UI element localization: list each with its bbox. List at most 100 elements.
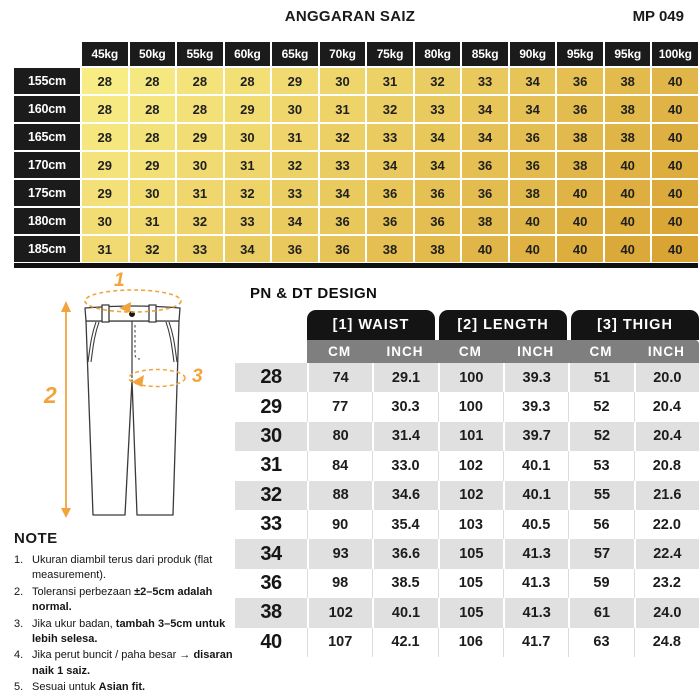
size-cell: 31: [129, 208, 176, 234]
measurement-value: 107: [307, 627, 372, 657]
measurement-value: 38.5: [372, 568, 437, 599]
note-text: Jika ukur badan, tambah 3–5cm untuk lebi…: [32, 617, 226, 645]
size-cell: 36: [414, 180, 461, 206]
diagram-label-waist: 1: [114, 270, 125, 291]
size-label: 40: [260, 630, 282, 653]
measurement-value: 22.4: [633, 539, 699, 569]
note-number: 5.: [14, 681, 24, 694]
height-header: 185cm: [14, 236, 80, 262]
measurement-value: 39.7: [503, 421, 568, 452]
size-cell: 38: [557, 152, 603, 178]
size-cell: 36: [462, 152, 508, 178]
thigh-ellipse: [128, 368, 186, 388]
measurement-table: [1] WAIST [2] LENGTH [3] THIGH CM INCH CM INC…: [235, 310, 699, 657]
measurement-row: 31 84 33.0 102 40.1 53 20.8: [235, 451, 699, 481]
thigh-arrowhead-icon: [132, 375, 144, 387]
size-cell: 36: [509, 152, 556, 178]
unit-header: CM: [589, 344, 613, 359]
unit-header: CM: [328, 344, 352, 359]
size-cell: 31: [367, 68, 413, 94]
note-text: Jika perut buncit / paha besar → disaran…: [32, 649, 233, 677]
measurement-row: 29 77 30.3 100 39.3 52 20.4: [235, 392, 699, 422]
measurement-value: 105: [437, 539, 503, 569]
size-cell: 36: [319, 236, 366, 262]
size-estimate-table: 45kg 50kg 55kg 60kg 65kg 70kg 75kg 80kg 85kg 90kg…: [14, 42, 698, 262]
size-cell: 40: [462, 236, 508, 262]
size-cell: 30: [319, 68, 366, 94]
height-header: 165cm: [14, 124, 80, 150]
measurement-value: 52: [568, 421, 633, 452]
unit-header: INCH: [517, 344, 555, 359]
measurement-value: 42.1: [372, 627, 437, 657]
measurement-value: 40.5: [503, 509, 568, 540]
size-cell: 34: [509, 96, 556, 122]
product-code: MP 049: [632, 8, 684, 25]
size-cell: 29: [272, 68, 318, 94]
size-cell: 28: [177, 68, 223, 94]
size-cell: 34: [367, 152, 413, 178]
size-cell: 36: [367, 208, 413, 234]
weight-header: 75kg: [367, 42, 413, 66]
belt-loop-right: [148, 304, 157, 323]
size-cell: 28: [82, 124, 128, 150]
weight-header: 50kg: [129, 42, 176, 66]
size-cell: 33: [272, 180, 318, 206]
measurement-value: 55: [568, 480, 633, 510]
measurement-value: 59: [568, 568, 633, 599]
measurement-row: 40 107 42.1 106 41.7 63 24.8: [235, 627, 699, 657]
measurement-value: 88: [307, 480, 372, 510]
size-cell: 29: [82, 180, 128, 206]
size-label: 31: [260, 454, 282, 477]
measurement-row: 36 98 38.5 105 41.3 59 23.2: [235, 568, 699, 599]
weight-header: 85kg: [462, 42, 508, 66]
pants-outline: [84, 304, 181, 516]
note-list: 1. Ukuran diambil terus dari produk (flat…: [14, 553, 242, 696]
measure-group-tab: [2] LENGTH: [439, 310, 567, 340]
measurement-value: 20.4: [633, 421, 699, 452]
size-cell: 29: [129, 152, 176, 178]
measurement-value: 41.3: [503, 539, 568, 569]
size-cell: 36: [509, 124, 556, 150]
size-cell: 28: [129, 96, 176, 122]
measure-group-tab: [1] WAIST: [307, 310, 435, 340]
size-cell: 36: [557, 96, 603, 122]
size-cell: 38: [604, 124, 651, 150]
size-cell: 28: [82, 68, 128, 94]
size-label: 36: [260, 571, 282, 594]
measurement-value: 106: [437, 627, 503, 657]
note-item: 5. Sesuai untuk Asian fit.: [14, 680, 242, 695]
size-cell: 40: [509, 236, 556, 262]
waist-ellipse: [84, 289, 182, 313]
measurement-value: 100: [437, 363, 503, 393]
size-cell: 38: [367, 236, 413, 262]
measure-group-tab: [3] THIGH: [571, 310, 699, 340]
size-cell: 29: [177, 124, 223, 150]
measurement-row: 33 90 35.4 103 40.5 56 22.0: [235, 509, 699, 540]
weight-header: 95kg: [604, 42, 651, 66]
size-cell: 30: [82, 208, 128, 234]
size-cell: 36: [414, 208, 461, 234]
size-cell: 28: [129, 124, 176, 150]
note-text: Toleransi perbezaan ±2–5cm adalah normal…: [32, 585, 213, 614]
size-cell: 40: [652, 152, 698, 178]
size-cell: 31: [224, 152, 271, 178]
weight-header: 65kg: [272, 42, 318, 66]
size-cell: 38: [509, 180, 556, 206]
measurement-row: 30 80 31.4 101 39.7 52 20.4: [235, 421, 699, 452]
measurement-value: 77: [307, 392, 372, 422]
measurement-value: 100: [437, 392, 503, 422]
note-item: 4. Jika perut buncit / paha besar → disar…: [14, 648, 242, 679]
measurement-value: 102: [307, 598, 372, 628]
weight-header: 70kg: [319, 42, 366, 66]
measurement-value: 29.1: [372, 363, 437, 393]
size-cell: 40: [652, 124, 698, 150]
size-cell: 31: [177, 180, 223, 206]
design-section-title: PN & DT DESIGN: [250, 285, 378, 302]
size-cell: 33: [319, 152, 366, 178]
belt-loop-left: [101, 304, 110, 323]
pants-measurement-diagram: 1 2 3: [43, 270, 203, 518]
size-cell: 38: [462, 208, 508, 234]
measurement-value: 20.0: [633, 363, 699, 393]
measurement-value: 39.3: [503, 363, 568, 393]
size-cell: 40: [652, 96, 698, 122]
